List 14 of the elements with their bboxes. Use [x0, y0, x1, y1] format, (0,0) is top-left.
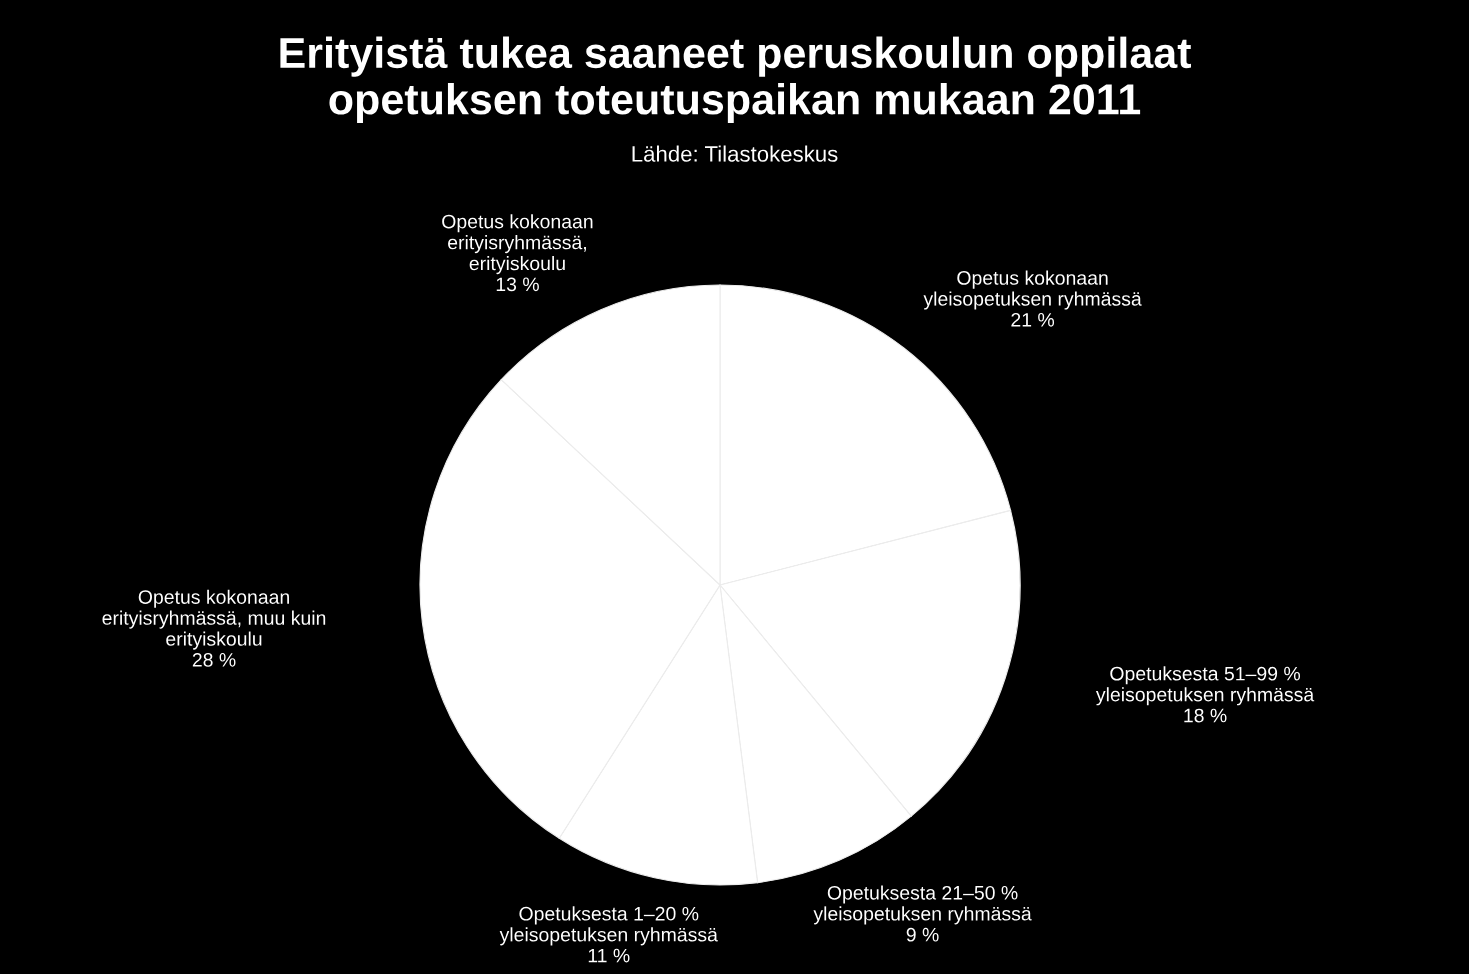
data-label: 28 %	[192, 652, 236, 667]
slice-label: Opetus kokonaan erityisryhmässä, muu kuin erityiskoulu	[102, 589, 326, 650]
slice-label: Opetus kokonaan yleisopetuksen ryhmässä	[923, 270, 1142, 310]
data-label: 9 %	[906, 927, 939, 942]
slice-label: Opetuksesta 1–20 % yleisopetuksen ryhmässä	[499, 906, 718, 946]
slice-label: Opetus kokonaan erityisryhmässä, erityiskoulu	[442, 214, 593, 275]
chart-title: Erityistä tukea saaneet peruskoulun oppilaat opetuksen toteutuspaikan mukaan 2011	[280, 36, 1192, 124]
slice-label: Opetuksesta 51–99 % yleisopetuksen ryhmässä	[1095, 666, 1315, 706]
slice-label: Opetuksesta 21–50 % yleisopetuksen ryhmässä	[813, 885, 1032, 925]
data-label: 18 %	[1184, 708, 1227, 723]
data-label: 21 %	[1011, 312, 1055, 327]
chart-subtitle: Lähde: Tilastokeskus	[632, 145, 838, 162]
data-label: 13 %	[496, 277, 539, 292]
data-label: 11 %	[588, 948, 630, 963]
